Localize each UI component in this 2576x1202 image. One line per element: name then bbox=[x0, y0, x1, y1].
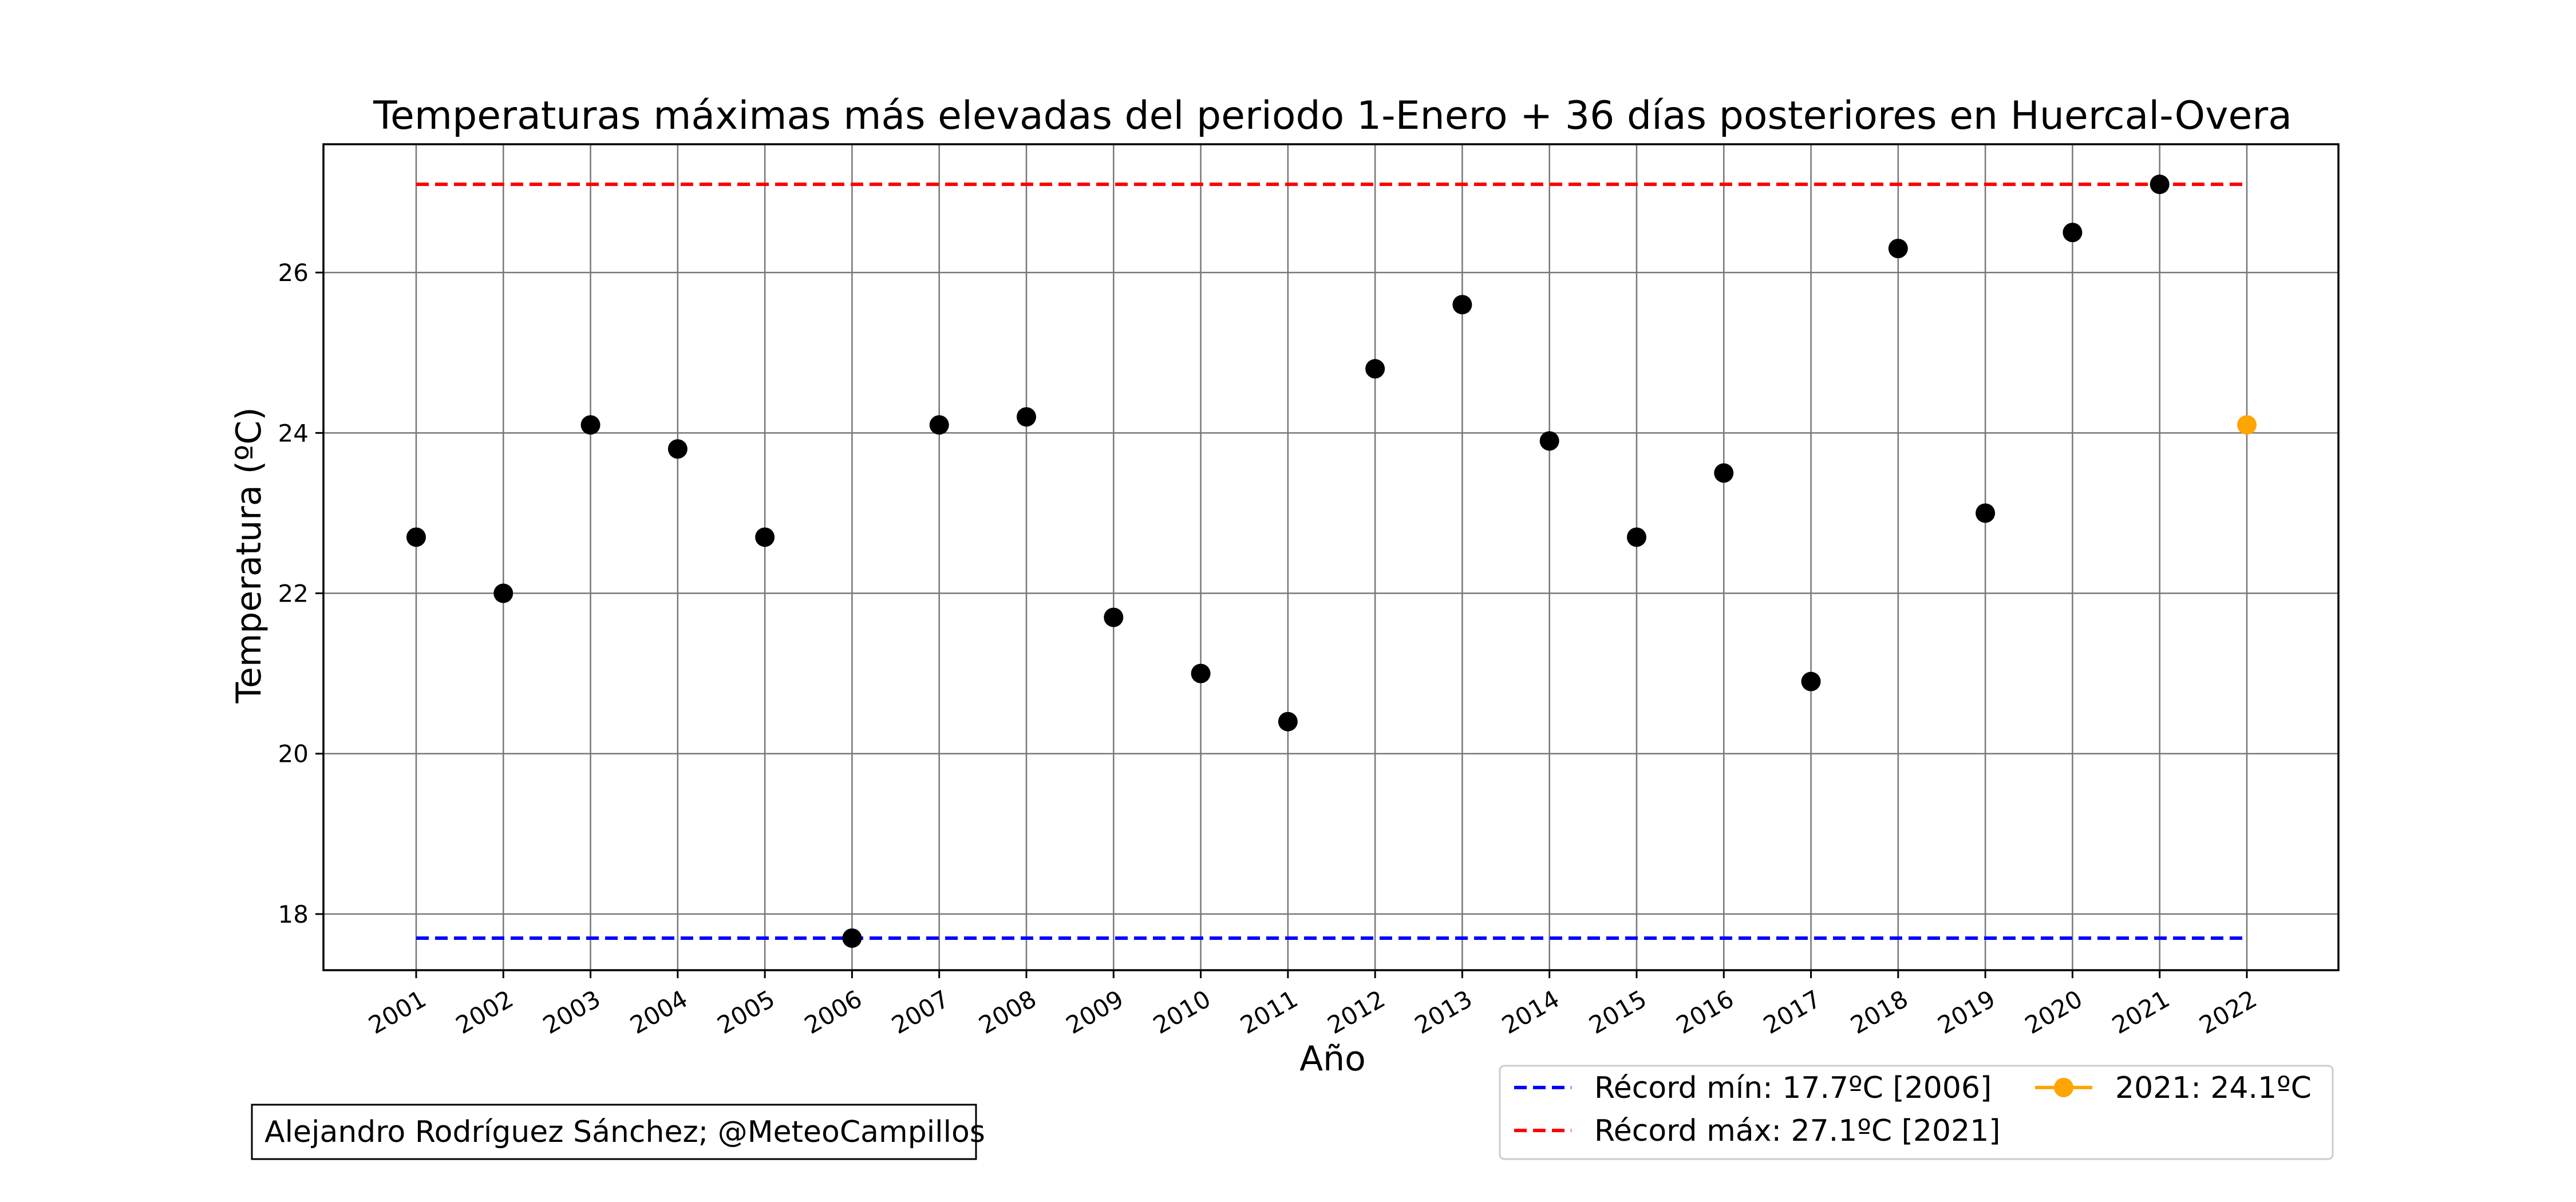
x-axis-label: Año bbox=[1299, 1039, 1366, 1079]
axes-frame bbox=[322, 143, 2340, 971]
credit-text: Alejandro Rodríguez Sánchez; @MeteoCampi… bbox=[264, 1115, 985, 1149]
legend-frame bbox=[1499, 1065, 2334, 1160]
x-tick-label: 2015 bbox=[1585, 984, 1652, 1039]
data-point bbox=[2063, 223, 2083, 243]
data-point bbox=[1278, 711, 1298, 732]
data-point bbox=[1017, 407, 1036, 427]
x-tick-label: 2009 bbox=[1061, 984, 1128, 1039]
x-tick-label: 2001 bbox=[364, 984, 431, 1039]
y-axis-label: Temperatura (ºC) bbox=[229, 407, 269, 703]
data-point bbox=[1801, 671, 1821, 691]
data-point bbox=[929, 415, 949, 435]
data-point bbox=[1365, 359, 1385, 379]
y-tick-label: 22 bbox=[278, 580, 309, 608]
data-point bbox=[1539, 431, 1559, 451]
data-point bbox=[406, 527, 426, 547]
legend: Récord mín: 17.7ºC [2006] Récord máx: 27.… bbox=[1499, 1065, 2334, 1160]
legend-current-year-swatch-marker bbox=[2054, 1078, 2073, 1097]
y-tick-label: 18 bbox=[278, 900, 309, 928]
y-tick-label: 20 bbox=[278, 740, 309, 768]
data-point bbox=[842, 928, 862, 948]
x-tick-label: 2004 bbox=[625, 984, 692, 1039]
data-point bbox=[1888, 239, 1908, 259]
x-tick-label: 2021 bbox=[2107, 984, 2174, 1039]
x-tick-label: 2017 bbox=[1759, 984, 1826, 1039]
data-point bbox=[1104, 607, 1124, 627]
x-tick-label: 2003 bbox=[538, 984, 605, 1039]
data-point bbox=[667, 439, 688, 459]
y-tick-label: 26 bbox=[278, 259, 309, 287]
data-point bbox=[1714, 463, 1734, 483]
x-tick-label: 2006 bbox=[800, 984, 867, 1039]
data-point bbox=[1627, 527, 1646, 547]
plot-background bbox=[323, 144, 2338, 970]
x-tick-label: 2018 bbox=[1846, 984, 1913, 1039]
credit-frame bbox=[251, 1104, 977, 1160]
x-tick-label: 2020 bbox=[2020, 984, 2087, 1039]
current-year-point bbox=[2237, 415, 2257, 435]
legend-record-max-label: Récord máx: 27.1ºC [2021] bbox=[1594, 1114, 2001, 1148]
x-tick-label: 2008 bbox=[974, 984, 1041, 1039]
y-tick-label: 24 bbox=[278, 419, 309, 447]
x-tick-label: 2019 bbox=[1933, 984, 2000, 1039]
legend-current-year-label: 2021: 24.1ºC bbox=[2115, 1071, 2312, 1105]
x-tick-label: 2010 bbox=[1148, 984, 1215, 1039]
x-tick-label: 2022 bbox=[2195, 984, 2262, 1039]
x-tick-label: 2011 bbox=[1235, 984, 1302, 1039]
x-tick-label: 2007 bbox=[887, 984, 954, 1039]
data-point bbox=[1452, 295, 1472, 315]
data-point bbox=[755, 527, 775, 547]
legend-record-min-label: Récord mín: 17.7ºC [2006] bbox=[1594, 1071, 1992, 1105]
data-point bbox=[493, 583, 513, 603]
x-tick-label: 2005 bbox=[713, 984, 780, 1039]
data-point bbox=[1976, 503, 1996, 523]
x-tick-label: 2002 bbox=[451, 984, 518, 1039]
chart-title: Temperaturas máximas más elevadas del pe… bbox=[373, 93, 2292, 139]
x-tick-label: 2014 bbox=[1497, 984, 1564, 1039]
x-tick-label: 2012 bbox=[1323, 984, 1390, 1039]
data-point bbox=[580, 415, 600, 435]
data-point bbox=[1191, 663, 1211, 683]
data-point bbox=[2150, 175, 2170, 195]
x-tick-label: 2013 bbox=[1410, 984, 1477, 1039]
x-tick-label: 2016 bbox=[1672, 984, 1739, 1039]
credit-box: Alejandro Rodríguez Sánchez; @MeteoCampi… bbox=[251, 1104, 985, 1160]
